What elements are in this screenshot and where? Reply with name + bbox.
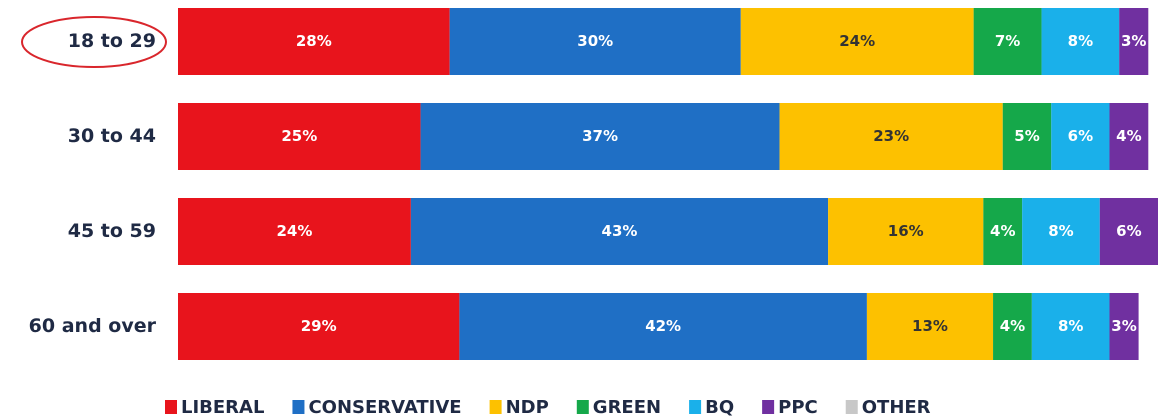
bar-segment <box>1002 103 1052 170</box>
value-label: 30% <box>577 32 613 50</box>
legend-label: NDP <box>506 397 549 418</box>
highlight-circle <box>21 16 167 68</box>
legend-label: LIBERAL <box>181 397 264 418</box>
bar-segment <box>178 198 411 265</box>
legend-swatch <box>762 400 775 414</box>
value-label: 4% <box>1116 127 1141 145</box>
bar-segment <box>1099 198 1158 265</box>
bar-segment <box>1031 293 1110 360</box>
legend-swatch <box>292 400 305 414</box>
bar-segment <box>410 198 829 265</box>
value-label: 8% <box>1068 32 1093 50</box>
category-label: 18 to 29 <box>68 30 156 52</box>
value-label: 37% <box>582 127 618 145</box>
bar-segment <box>740 8 974 75</box>
bar-segment <box>1041 8 1120 75</box>
value-label: 5% <box>1014 127 1039 145</box>
bar-segment <box>779 103 1003 170</box>
value-label: 25% <box>281 127 317 145</box>
legend-label: BQ <box>705 397 734 418</box>
category-label: 30 to 44 <box>68 125 156 147</box>
bar-segment <box>1109 293 1139 360</box>
value-label: 43% <box>602 222 638 240</box>
bar-segment <box>973 8 1042 75</box>
value-label: 7% <box>995 32 1020 50</box>
legend-swatch <box>165 400 177 414</box>
legend-label: CONSERVATIVE <box>308 397 461 418</box>
value-label: 3% <box>1111 317 1136 335</box>
bar-segment <box>828 198 984 265</box>
legend-swatch <box>489 400 502 414</box>
bar-segment <box>1022 198 1100 265</box>
value-label: 8% <box>1048 222 1073 240</box>
bar-segment <box>1119 8 1149 75</box>
value-label: 4% <box>990 222 1015 240</box>
value-label: 6% <box>1116 222 1141 240</box>
value-label: 4% <box>1000 317 1025 335</box>
legend-label: OTHER <box>862 397 931 418</box>
value-label: 16% <box>888 222 924 240</box>
value-label: 24% <box>839 32 875 50</box>
value-label: 29% <box>301 317 337 335</box>
value-label: 24% <box>276 222 312 240</box>
bar-segment <box>866 293 994 360</box>
legend-swatch <box>689 400 702 414</box>
bar-segment <box>420 103 780 170</box>
bar-segment <box>983 198 1023 265</box>
value-label: 42% <box>645 317 681 335</box>
legend-label: PPC <box>778 397 818 418</box>
bar-segment <box>1051 103 1110 170</box>
bar-segment <box>178 293 460 360</box>
category-label: 45 to 59 <box>68 220 156 242</box>
bar-segment <box>1109 103 1149 170</box>
category-label: 60 and over <box>29 315 157 337</box>
value-label: 6% <box>1068 127 1093 145</box>
bar-segment <box>993 293 1032 360</box>
legend-label: GREEN <box>593 397 661 418</box>
legend-swatch <box>845 400 858 414</box>
value-label: 23% <box>873 127 909 145</box>
bar-segment <box>178 8 450 75</box>
bar-segment <box>449 8 741 75</box>
legend-swatch <box>576 400 589 414</box>
bar-segment <box>178 103 421 170</box>
value-label: 13% <box>912 317 948 335</box>
value-label: 28% <box>296 32 332 50</box>
value-label: 8% <box>1058 317 1083 335</box>
value-label: 3% <box>1121 32 1146 50</box>
bar-segment <box>459 293 867 360</box>
